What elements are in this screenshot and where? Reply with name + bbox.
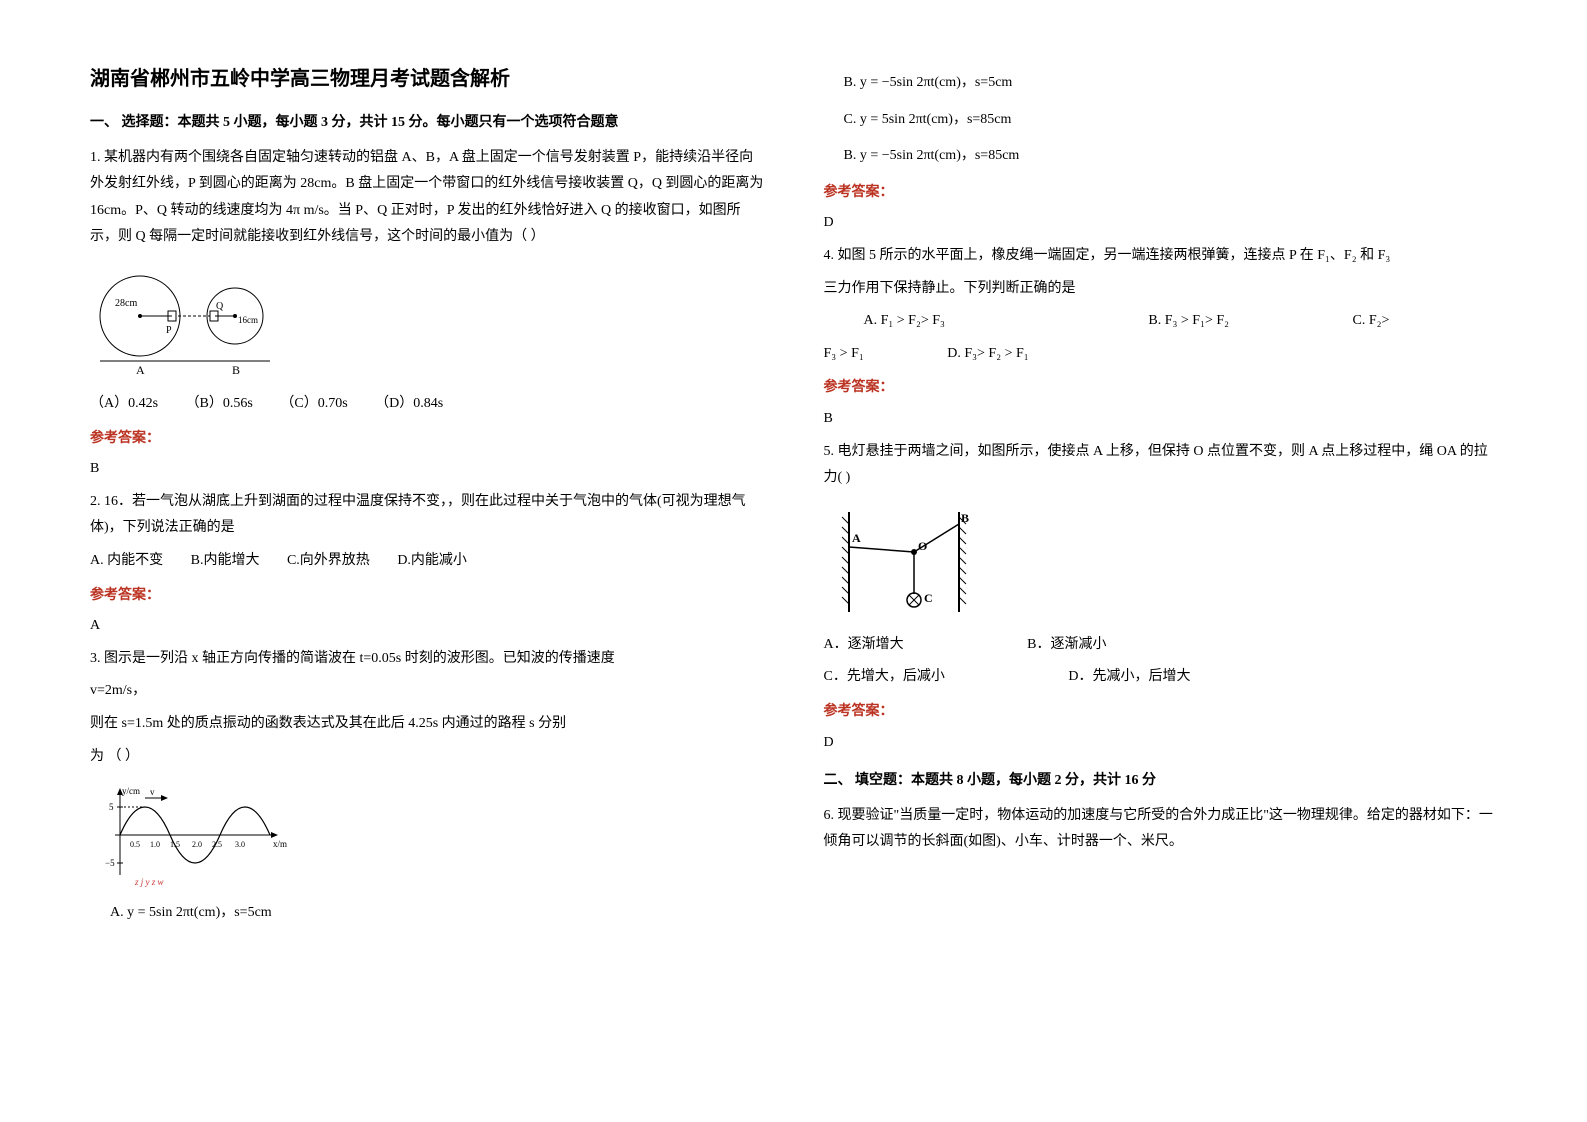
svg-text:3.0: 3.0 [235, 840, 245, 849]
svg-text:28cm: 28cm [115, 298, 137, 309]
svg-text:A: A [136, 363, 145, 377]
q5-optC: C．先增大，后减小 [824, 664, 945, 691]
q1-text: 1. 某机器内有两个围绕各自固定轴匀速转动的铝盘 A、B，A 盘上固定一个信号发… [90, 145, 764, 251]
svg-text:O: O [918, 539, 927, 553]
exam-title: 湖南省郴州市五岭中学高三物理月考试题含解析 [90, 60, 764, 98]
q3-optA: A. y = 5sin 2πt(cm)，s=5cm [110, 900, 764, 927]
svg-text:P: P [166, 325, 172, 336]
q5-options-row1: A．逐渐增大 B．逐渐减小 [824, 632, 1498, 659]
svg-text:y/cm: y/cm [122, 786, 140, 796]
q4-options-row2: F₃ > F₁ D. F₃> F₂ > F₁ [824, 341, 1498, 368]
q4-answer: B [824, 406, 1498, 433]
q5-diagram: A B O C [824, 502, 1498, 622]
section2-header: 二、 填空题：本题共 8 小题，每小题 2 分，共计 16 分 [824, 768, 1498, 795]
svg-text:1.0: 1.0 [150, 840, 160, 849]
left-column: 湖南省郴州市五岭中学高三物理月考试题含解析 一、 选择题：本题共 5 小题，每小… [60, 40, 794, 1082]
svg-text:A: A [852, 531, 861, 545]
q6-text: 6. 现要验证"当质量一定时，物体运动的加速度与它所受的合外力成正比"这一物理规… [824, 803, 1498, 856]
section1-header: 一、 选择题：本题共 5 小题，每小题 3 分，共计 15 分。每小题只有一个选… [90, 110, 764, 137]
q4-text2: 三力作用下保持静止。下列判断正确的是 [824, 276, 1498, 303]
q1-optA: （A）0.42s [90, 391, 158, 418]
svg-text:x/m: x/m [273, 839, 287, 849]
svg-text:B: B [961, 511, 969, 525]
q3-chart: y/cm x/m 5 −5 v 0.5 1.0 1.5 2.0 2.5 3.0 … [90, 780, 764, 890]
q4-text1: 4. 如图 5 所示的水平面上，橡皮绳一端固定，另一端连接两根弹簧，连接点 P … [824, 243, 1498, 270]
q1-answer-label: 参考答案： [90, 426, 764, 453]
q3-text3: 则在 s=1.5m 处的质点振动的函数表达式及其在此后 4.25s 内通过的路程… [90, 711, 764, 738]
q3-text1: 3. 图示是一列沿 x 轴正方向传播的简谐波在 t=0.05s 时刻的波形图。已… [90, 646, 764, 673]
svg-text:C: C [924, 591, 933, 605]
svg-text:0.5: 0.5 [130, 840, 140, 849]
q5-optD: D．先减小，后增大 [1068, 664, 1190, 691]
q1-answer: B [90, 456, 764, 483]
svg-text:2.0: 2.0 [192, 840, 202, 849]
q5-answer-label: 参考答案： [824, 699, 1498, 726]
q5-answer: D [824, 730, 1498, 757]
q2-answer-label: 参考答案： [90, 583, 764, 610]
svg-text:2.5: 2.5 [212, 840, 222, 849]
q3-text2: v=2m/s， [90, 678, 764, 705]
q1-optC: （C）0.70s [280, 391, 347, 418]
q4-optD: D. F₃> F₂ > F₁ [947, 341, 1028, 368]
q3-text4: 为 （ ） [90, 744, 764, 771]
q1-optB: （B）0.56s [186, 391, 253, 418]
q5-options-row2: C．先增大，后减小 D．先减小，后增大 [824, 664, 1498, 691]
q1-options: （A）0.42s （B）0.56s （C）0.70s （D）0.84s [90, 391, 764, 418]
svg-text:16cm: 16cm [238, 315, 258, 325]
q4-optC2: F₃ > F₁ [824, 341, 864, 368]
q2-optB: B.内能增大 [191, 548, 260, 575]
q3-answer: D [824, 210, 1498, 237]
q1-optD: （D）0.84s [375, 391, 443, 418]
svg-text:5: 5 [109, 802, 114, 812]
svg-text:−5: −5 [105, 858, 115, 868]
q4-optB: B. F₃ > F₁> F₂ [1148, 308, 1229, 335]
q2-answer: A [90, 613, 764, 640]
svg-text:B: B [232, 363, 240, 377]
svg-text:1.5: 1.5 [170, 840, 180, 849]
q5-text: 5. 电灯悬挂于两墙之间，如图所示，使接点 A 上移，但保持 O 点位置不变，则… [824, 439, 1498, 492]
q4-optA: A. F₁ > F₂> F₃ [864, 308, 945, 335]
q4-options-row1: A. F₁ > F₂> F₃ B. F₃ > F₁> F₂ C. F₂> [864, 308, 1498, 335]
q5-optA: A．逐渐增大 [824, 632, 904, 659]
q3-optB2: B. y = −5sin 2πt(cm)，s=85cm [844, 143, 1498, 170]
q1-diagram: 28cm P 16cm Q A B [90, 261, 764, 381]
q5-optB: B．逐渐减小 [1027, 632, 1106, 659]
q2-optD: D.内能减小 [397, 548, 467, 575]
q3-optB: B. y = −5sin 2πt(cm)，s=5cm [844, 70, 1498, 97]
right-column: B. y = −5sin 2πt(cm)，s=5cm C. y = 5sin 2… [794, 40, 1528, 1082]
q2-text: 2. 16．若一气泡从湖底上升到湖面的过程中温度保持不变，，则在此过程中关于气泡… [90, 489, 764, 542]
svg-text:v: v [150, 787, 155, 797]
svg-text:Q: Q [216, 301, 224, 312]
q4-answer-label: 参考答案： [824, 375, 1498, 402]
q2-optC: C.向外界放热 [287, 548, 370, 575]
q3-answer-label: 参考答案： [824, 180, 1498, 207]
svg-text:z j y z w: z j y z w [134, 877, 164, 887]
q4-optC: C. F₂> [1353, 308, 1390, 335]
q3-optC: C. y = 5sin 2πt(cm)，s=85cm [844, 107, 1498, 134]
q2-options: A. 内能不变 B.内能增大 C.向外界放热 D.内能减小 [90, 548, 764, 575]
q2-optA: A. 内能不变 [90, 548, 163, 575]
